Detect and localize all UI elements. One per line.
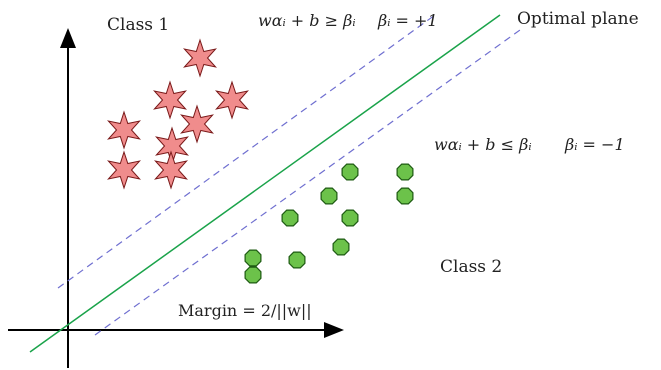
class2-label: Class 2 bbox=[440, 257, 502, 277]
upper-margin-line bbox=[57, 14, 436, 289]
class1-points bbox=[107, 38, 249, 190]
class2-circle-point bbox=[396, 187, 414, 205]
class2-circle-point bbox=[244, 249, 262, 267]
class1-star-point bbox=[215, 80, 249, 120]
optimal-plane-label: Optimal plane bbox=[517, 9, 639, 29]
class1-star-point bbox=[107, 110, 141, 150]
margin-label: Margin = 2/||w|| bbox=[178, 301, 312, 320]
class1-star-point bbox=[153, 80, 187, 120]
upper-condition-equation: βᵢ = +1 bbox=[377, 11, 438, 30]
class1-star-point bbox=[107, 150, 141, 190]
class2-circle-point bbox=[332, 238, 350, 256]
class2-circle-point bbox=[396, 163, 414, 181]
upper-constraint-equation: wαᵢ + b ≥ βᵢ bbox=[258, 11, 356, 30]
optimal-plane-line bbox=[29, 14, 501, 353]
class2-circle-point bbox=[320, 187, 338, 205]
class1-star-point bbox=[180, 104, 214, 144]
lower-condition-equation: βᵢ = −1 bbox=[564, 135, 625, 154]
class1-star-point bbox=[154, 150, 188, 190]
class2-circle-point bbox=[341, 163, 359, 181]
class1-label: Class 1 bbox=[107, 15, 169, 35]
y-axis-arrow-icon bbox=[60, 28, 76, 48]
class2-circle-point bbox=[288, 251, 306, 269]
class2-circle-point bbox=[341, 209, 359, 227]
x-axis-arrow-icon bbox=[324, 322, 344, 338]
class1-star-point bbox=[183, 38, 217, 78]
class2-circle-point bbox=[281, 209, 299, 227]
lower-margin-line bbox=[94, 29, 521, 336]
class2-points bbox=[244, 163, 414, 284]
lower-constraint-equation: wαᵢ + b ≤ βᵢ bbox=[434, 135, 532, 154]
class2-circle-point bbox=[244, 266, 262, 284]
